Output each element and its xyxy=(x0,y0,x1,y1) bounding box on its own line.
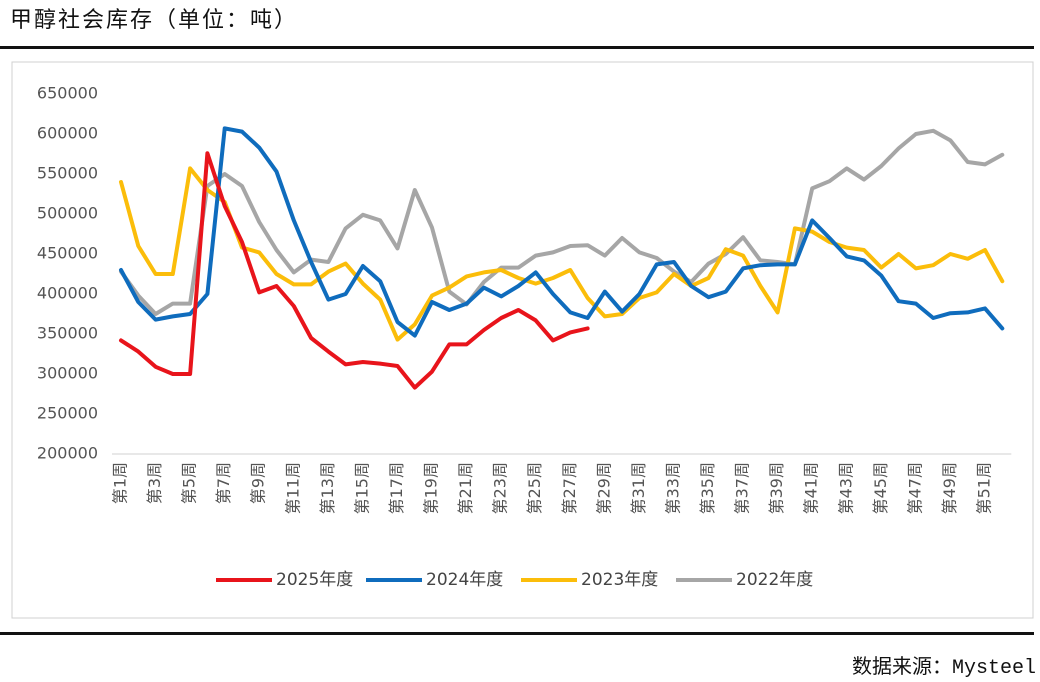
x-tick-label: 第19周 xyxy=(422,462,441,514)
rule xyxy=(0,46,1034,49)
y-tick-label: 400000 xyxy=(37,284,98,303)
chart-frame xyxy=(11,61,1034,619)
x-tick-label: 第15周 xyxy=(352,462,371,514)
x-tick-label: 第29周 xyxy=(594,462,613,514)
x-tick-label: 第9周 xyxy=(249,462,268,504)
legend-label: 2023年度 xyxy=(581,570,658,590)
legend-label: 2022年度 xyxy=(736,570,813,590)
x-tick-label: 第7周 xyxy=(214,462,233,504)
x-tick-label: 第21周 xyxy=(456,462,475,514)
y-tick-label: 350000 xyxy=(37,324,98,343)
x-tick-label: 第17周 xyxy=(387,462,406,514)
series-line xyxy=(119,126,1005,338)
legend-label: 2025年度 xyxy=(276,570,353,590)
y-tick-label: 600000 xyxy=(37,124,98,143)
x-tick-label: 第11周 xyxy=(283,462,302,514)
y-tick-label: 250000 xyxy=(37,404,98,423)
x-tick-label: 第49周 xyxy=(940,462,959,514)
x-tick-label: 第47周 xyxy=(905,462,924,514)
x-tick-label: 第23周 xyxy=(491,462,510,514)
x-tick-label: 第51周 xyxy=(975,462,994,514)
series-line xyxy=(119,128,1005,316)
x-tick-label: 第25周 xyxy=(525,462,544,514)
x-tick-label: 第27周 xyxy=(560,462,579,514)
x-tick-label: 第37周 xyxy=(733,462,752,514)
x-tick-label: 第45周 xyxy=(871,462,890,514)
page-title: 甲醇社会库存（单位：吨） xyxy=(10,8,299,33)
legend-label: 2024年度 xyxy=(426,570,503,590)
y-tick-label: 200000 xyxy=(37,444,98,463)
x-tick-label: 第3周 xyxy=(145,462,164,504)
x-tick-label: 第5周 xyxy=(180,462,199,504)
rule xyxy=(0,632,1034,635)
x-tick-label: 第41周 xyxy=(802,462,821,514)
source-note: 数据来源：Mysteel xyxy=(851,657,1036,680)
y-tick-label: 300000 xyxy=(37,364,98,383)
series-line xyxy=(119,151,590,390)
y-tick-label: 550000 xyxy=(37,164,98,183)
x-tick-label: 第31周 xyxy=(629,462,648,514)
x-tick-label: 第39周 xyxy=(767,462,786,514)
y-tick-label: 500000 xyxy=(37,204,98,223)
x-tick-label: 第33周 xyxy=(663,462,682,514)
x-tick-label: 第13周 xyxy=(318,462,337,514)
y-tick-label: 650000 xyxy=(37,84,98,103)
x-tick-label: 第43周 xyxy=(836,462,855,514)
y-tick-label: 450000 xyxy=(37,244,98,263)
x-tick-label: 第35周 xyxy=(698,462,717,514)
series-line xyxy=(119,166,1005,342)
x-tick-label: 第1周 xyxy=(111,462,130,504)
